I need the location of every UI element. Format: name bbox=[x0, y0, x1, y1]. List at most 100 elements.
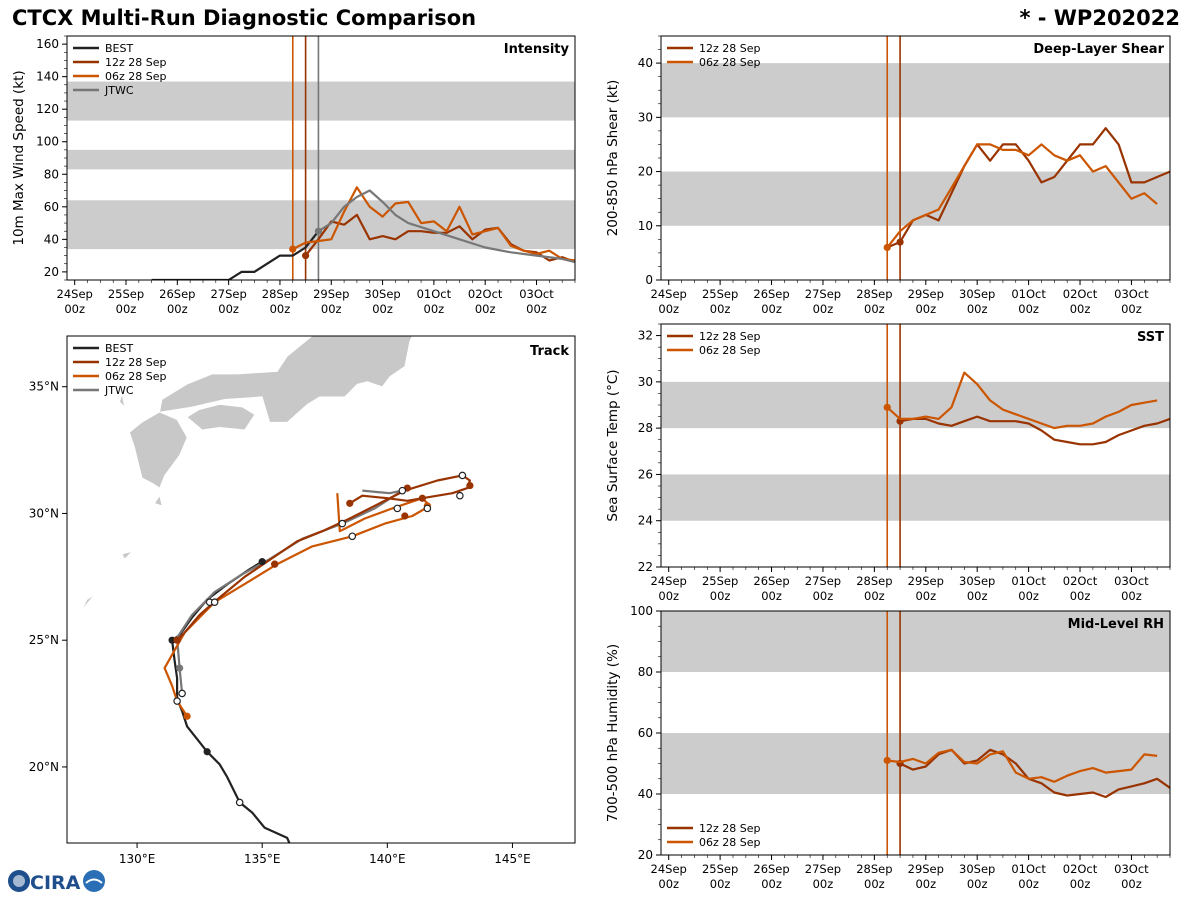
x-tick-label: 00z bbox=[967, 589, 988, 603]
x-tick-label: 135°E bbox=[244, 852, 281, 866]
threshold-band bbox=[661, 381, 1170, 429]
y-tick-label: 28 bbox=[638, 421, 653, 435]
intensity-panel: 2040608010012014016024Sep00z25Sep00z26Se… bbox=[11, 35, 576, 316]
panel-title: Deep-Layer Shear bbox=[1033, 42, 1164, 57]
series-marker-run06 bbox=[883, 403, 891, 411]
x-tick-label: 00z bbox=[813, 877, 834, 891]
x-tick-label: 26Sep bbox=[753, 574, 789, 588]
x-tick-label: 29Sep bbox=[908, 862, 944, 876]
x-tick-label: 26Sep bbox=[753, 287, 789, 301]
y-tick-label: 24 bbox=[638, 514, 653, 528]
storm-id: * - WP202022 bbox=[1019, 6, 1180, 30]
x-tick-label: 140°E bbox=[369, 852, 406, 866]
x-tick-label: 27Sep bbox=[805, 574, 841, 588]
x-tick-label: 00z bbox=[424, 302, 445, 316]
x-tick-label: 00z bbox=[658, 877, 679, 891]
series-marker-jtwc bbox=[314, 227, 323, 235]
threshold-band bbox=[67, 149, 575, 170]
y-tick-label: 26 bbox=[638, 467, 653, 481]
x-tick-label: 00z bbox=[864, 589, 885, 603]
x-tick-label: 30Sep bbox=[364, 287, 400, 301]
series-line-run06 bbox=[887, 748, 1158, 783]
series-line-run06 bbox=[292, 186, 575, 262]
series-line-run12 bbox=[886, 127, 1170, 249]
x-tick-label: 25Sep bbox=[702, 287, 738, 301]
x-tick-label: 00z bbox=[1018, 302, 1039, 316]
y-tick-label: 10 bbox=[638, 219, 653, 233]
legend-label: BEST bbox=[105, 342, 133, 355]
cira-logo: CIRA bbox=[8, 870, 105, 894]
x-tick-label: 24Sep bbox=[651, 574, 687, 588]
x-tick-label: 24Sep bbox=[651, 287, 687, 301]
x-tick-label: 00z bbox=[915, 302, 936, 316]
legend-label: 06z 28 Sep bbox=[105, 70, 167, 83]
track-point-filled bbox=[183, 712, 191, 720]
legend-label: 06z 28 Sep bbox=[699, 56, 761, 69]
track-point-hollow bbox=[348, 532, 357, 541]
threshold-band bbox=[661, 611, 1170, 672]
y-tick-label: 40 bbox=[44, 232, 59, 246]
x-tick-label: 00z bbox=[864, 877, 885, 891]
track-point-hollow bbox=[210, 598, 219, 606]
page-title: CTCX Multi-Run Diagnostic Comparison bbox=[12, 6, 477, 30]
x-tick-label: 00z bbox=[761, 302, 782, 316]
x-tick-label: 00z bbox=[1121, 302, 1142, 316]
series-marker-run06 bbox=[289, 245, 297, 253]
y-tick-label: 20 bbox=[44, 265, 59, 279]
x-tick-label: 00z bbox=[710, 589, 731, 603]
x-tick-label: 00z bbox=[967, 302, 988, 316]
land-polygon bbox=[119, 392, 126, 409]
track-line-run12 bbox=[176, 474, 471, 641]
y-axis-label: 200-850 hPa Shear (kt) bbox=[605, 80, 621, 237]
land-polygon bbox=[154, 494, 163, 507]
series-marker-run06 bbox=[883, 243, 891, 252]
track-line-jtwc bbox=[176, 489, 404, 694]
series-marker-run06 bbox=[883, 756, 891, 765]
legend-label: 06z 28 Sep bbox=[699, 836, 761, 849]
series-line-run12 bbox=[899, 415, 1170, 446]
series-marker-run12 bbox=[302, 252, 310, 260]
x-tick-label: 00z bbox=[526, 302, 547, 316]
x-tick-label: 130°E bbox=[119, 852, 156, 866]
track-point-filled bbox=[346, 499, 354, 507]
x-tick-label: 00z bbox=[218, 302, 239, 316]
shear-panel: 01020304024Sep00z25Sep00z26Sep00z27Sep00… bbox=[605, 35, 1171, 316]
y-tick-label: 20°N bbox=[29, 760, 59, 774]
plot-frame bbox=[66, 335, 576, 844]
legend-label: JTWC bbox=[104, 84, 134, 97]
legend-label: 12z 28 Sep bbox=[699, 822, 761, 835]
legend-label: BEST bbox=[105, 42, 133, 55]
legend-label: 12z 28 Sep bbox=[699, 42, 761, 55]
y-axis-label: Sea Surface Temp (°C) bbox=[605, 369, 621, 521]
y-axis-label: 10m Max Wind Speed (kt) bbox=[11, 70, 27, 245]
y-tick-label: 80 bbox=[638, 665, 653, 679]
y-tick-label: 20 bbox=[638, 848, 653, 862]
x-tick-label: 00z bbox=[710, 302, 731, 316]
y-tick-label: 40 bbox=[638, 787, 653, 801]
x-tick-label: 28Sep bbox=[262, 287, 298, 301]
legend-label: 06z 28 Sep bbox=[699, 344, 761, 357]
x-tick-label: 00z bbox=[1121, 877, 1142, 891]
legend-label: 12z 28 Sep bbox=[699, 330, 761, 343]
x-tick-label: 03Oct bbox=[519, 287, 554, 301]
y-tick-label: 120 bbox=[36, 102, 59, 116]
logo-text: CIRA bbox=[30, 872, 81, 894]
plot-frame bbox=[660, 323, 1171, 568]
series-line-run06 bbox=[886, 143, 1158, 249]
track-point-hollow bbox=[235, 798, 244, 807]
x-tick-label: 00z bbox=[813, 302, 834, 316]
track-point-hollow bbox=[423, 504, 432, 513]
track-point-hollow bbox=[458, 471, 467, 480]
track-line-run06 bbox=[163, 493, 431, 717]
y-tick-label: 60 bbox=[638, 726, 653, 740]
threshold-band bbox=[67, 81, 575, 121]
track-point-filled bbox=[271, 560, 279, 568]
x-tick-label: 26Sep bbox=[753, 862, 789, 876]
x-tick-label: 02Oct bbox=[1063, 574, 1098, 588]
y-tick-label: 0 bbox=[645, 273, 653, 287]
x-tick-label: 00z bbox=[1018, 589, 1039, 603]
x-tick-label: 00z bbox=[321, 302, 342, 316]
x-tick-label: 25Sep bbox=[702, 862, 738, 876]
threshold-band bbox=[67, 200, 575, 250]
x-tick-label: 00z bbox=[167, 302, 188, 316]
